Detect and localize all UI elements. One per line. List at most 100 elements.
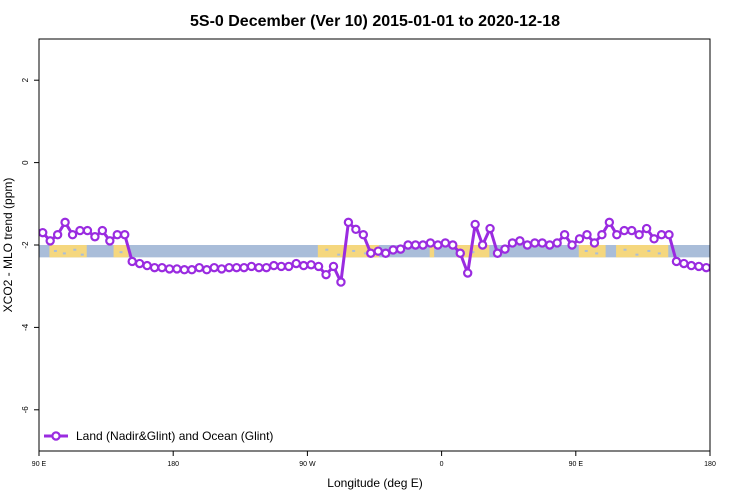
data-point (246, 261, 257, 272)
data-point (269, 260, 279, 271)
ocean-fleck (647, 249, 651, 252)
data-point (545, 240, 555, 250)
ocean-fleck (623, 248, 627, 251)
x-tick-label: 90 W (299, 461, 316, 468)
data-point (589, 238, 600, 248)
data-point (366, 248, 376, 258)
data-point (410, 240, 421, 250)
data-point (627, 225, 637, 236)
data-point (552, 238, 562, 248)
data-point (209, 262, 219, 273)
data-point (485, 223, 495, 234)
data-point (694, 261, 704, 272)
data-point (142, 260, 152, 271)
data-point (112, 229, 122, 240)
data-point (395, 244, 406, 254)
data-point (313, 261, 324, 272)
data-point (634, 229, 644, 240)
ocean-fleck (73, 248, 77, 251)
data-point (664, 229, 674, 240)
data-point (619, 225, 629, 236)
data-point (351, 224, 361, 235)
ocean-fleck (584, 249, 588, 252)
data-point (172, 264, 182, 274)
x-axis: 90 E 180 90 W 0 90 E 180 (32, 451, 716, 468)
data-point (75, 225, 85, 236)
data-point (105, 236, 115, 246)
ocean-fleck (325, 248, 329, 251)
data-point (701, 262, 710, 273)
land-segment (49, 245, 87, 258)
x-tick-label: 0 (440, 461, 444, 468)
data-point (380, 248, 391, 258)
data-point (462, 268, 473, 278)
data-point (127, 256, 137, 267)
data-point (477, 240, 488, 250)
data-point (537, 238, 547, 248)
land-segment (616, 245, 669, 258)
data-point (120, 229, 130, 240)
data-point (52, 229, 63, 240)
ocean-fleck (80, 253, 84, 256)
data-point (656, 229, 667, 240)
data-point (187, 265, 197, 275)
data-point (90, 232, 100, 242)
data-point (284, 261, 294, 272)
y-axis-label: XCO2 - MLO trend (ppm) (1, 178, 15, 313)
y-tick-label: -4 (21, 323, 30, 331)
legend: Land (Nadir&Glint) and Ocean (Glint) (44, 429, 273, 443)
data-point (306, 260, 316, 270)
data-point (194, 262, 204, 273)
data-point (157, 262, 167, 273)
data-point (425, 238, 436, 248)
ocean-fleck (471, 251, 475, 254)
data-point (604, 217, 615, 228)
x-tick-label: 180 (704, 461, 716, 468)
x-tick-label: 90 E (569, 461, 584, 468)
data-point (433, 240, 443, 250)
data-point (224, 262, 234, 273)
data-point (67, 229, 78, 240)
data-point (403, 240, 413, 250)
data-point (559, 229, 570, 240)
data-point (641, 223, 652, 234)
data-point (679, 258, 689, 269)
legend-marker (51, 431, 61, 441)
data-point (216, 264, 227, 274)
ocean-fleck (364, 252, 368, 255)
y-tick-label: 2 (21, 77, 30, 82)
data-point (321, 269, 331, 280)
data-point (582, 229, 592, 240)
y-tick-label: -6 (21, 406, 30, 414)
data-point (82, 225, 93, 236)
data-point (298, 260, 309, 271)
land-segment (578, 245, 606, 258)
x-axis-label: Longitude (deg E) (327, 476, 422, 490)
data-point (373, 246, 383, 256)
data-point (671, 256, 682, 267)
data-point (455, 248, 465, 258)
data-point (686, 260, 697, 271)
ocean-fleck (53, 249, 57, 252)
data-point (574, 234, 585, 244)
y-tick-label: 0 (21, 160, 30, 165)
data-point (612, 229, 622, 240)
ocean-fleck (352, 249, 356, 252)
x-tick-label: 90 E (32, 461, 47, 468)
ocean-fleck (337, 253, 341, 256)
data-point (39, 227, 48, 238)
land-segment (317, 245, 379, 258)
data-point (507, 238, 518, 248)
ocean-fleck (657, 252, 661, 255)
data-point (649, 234, 659, 244)
data-point (522, 240, 533, 250)
chart-title: 5S-0 December (Ver 10) 2015-01-01 to 202… (190, 13, 560, 30)
y-tick-label: -2 (21, 241, 30, 249)
land-segment (429, 245, 435, 258)
data-point (60, 217, 70, 228)
data-point (179, 265, 190, 275)
data-point (239, 262, 249, 273)
ocean-fleck (62, 252, 66, 255)
legend-label: Land (Nadir&Glint) and Ocean (Glint) (76, 429, 273, 443)
